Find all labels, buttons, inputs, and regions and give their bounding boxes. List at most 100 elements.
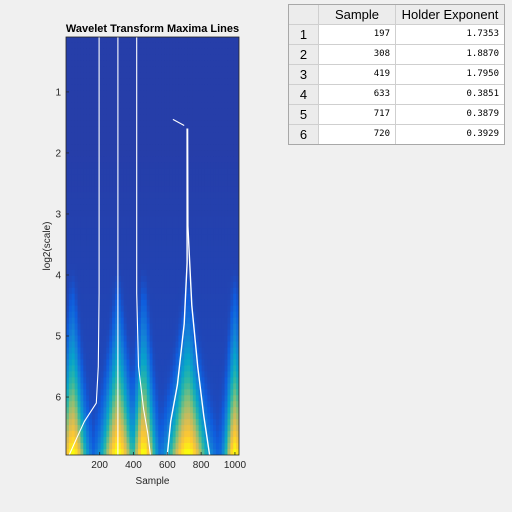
heatmap-cell	[120, 138, 125, 146]
table-row[interactable]: 4 633 0.3851	[289, 85, 504, 105]
heatmap-cell	[227, 144, 231, 152]
heatmap-cell	[187, 144, 191, 152]
heatmap-cell	[158, 54, 162, 62]
heatmap-cell	[224, 240, 229, 247]
heatmap-cell	[227, 168, 231, 175]
heatmap-cell	[138, 246, 142, 253]
heatmap-cell	[86, 353, 90, 361]
heatmap-cell	[129, 437, 133, 444]
row-header[interactable]: 1	[289, 25, 319, 44]
heatmap-cell	[140, 281, 145, 289]
heatmap-cell	[175, 323, 180, 331]
heatmap-cell	[103, 287, 107, 295]
sample-cell[interactable]: 197	[319, 25, 396, 44]
heatmap-cell	[94, 192, 99, 199]
table-row[interactable]: 1 197 1.7353	[289, 25, 504, 45]
holder-cell[interactable]: 1.7353	[466, 29, 499, 39]
heatmap-cell	[187, 126, 191, 134]
heatmap-cell	[169, 54, 174, 62]
heatmap-cell	[178, 216, 182, 223]
heatmap-cell	[89, 263, 93, 271]
row-header[interactable]: 4	[289, 85, 319, 104]
heatmap-cell	[204, 246, 208, 253]
holder-cell[interactable]: 1.7950	[466, 69, 499, 79]
heatmap-cell	[213, 293, 217, 301]
table-row[interactable]: 6 720 0.3929	[289, 125, 504, 144]
heatmap-cell	[138, 359, 142, 367]
heatmap-cell	[198, 317, 203, 325]
heatmap-cell	[192, 293, 197, 301]
heatmap-cell	[172, 293, 177, 301]
heatmap-cell	[178, 281, 182, 289]
heatmap-cell	[204, 234, 208, 241]
column-header-holder-exponent[interactable]: Holder Exponent	[396, 5, 504, 24]
heatmap-cell	[94, 78, 99, 86]
sample-cell[interactable]: 633	[319, 85, 396, 104]
sample-cell[interactable]: 308	[319, 45, 396, 64]
heatmap-cell	[236, 257, 239, 265]
row-header[interactable]: 5	[289, 105, 319, 124]
heatmap-cell	[189, 60, 194, 68]
heatmap-cell	[215, 114, 220, 122]
heatmap-cell	[71, 317, 76, 325]
heatmap-cell	[112, 168, 116, 175]
holder-cell[interactable]: 1.8870	[466, 49, 499, 59]
heatmap-cell	[230, 299, 234, 307]
heatmap-cell	[109, 168, 113, 175]
heatmap-cell	[201, 42, 205, 50]
holder-exponent-table[interactable]: Sample Holder Exponent 1 197 1.7353 2 30…	[288, 4, 505, 145]
sample-cell[interactable]: 717	[319, 105, 396, 124]
heatmap-cell	[236, 335, 239, 343]
heatmap-cell	[233, 186, 237, 193]
heatmap-cell	[227, 431, 231, 438]
heatmap-cell	[132, 156, 136, 163]
holder-cell[interactable]: 0.3929	[466, 129, 499, 139]
heatmap-cell	[140, 132, 145, 140]
heatmap-cell	[152, 275, 156, 283]
heatmap-cell	[221, 102, 226, 110]
table-row[interactable]: 5 717 0.3879	[289, 105, 504, 125]
heatmap-cell	[86, 72, 90, 80]
heatmap-cell	[169, 311, 174, 319]
heatmap-cell	[178, 269, 182, 277]
heatmap-cell	[117, 84, 122, 92]
heatmap-cell	[181, 246, 185, 253]
holder-cell[interactable]: 0.3851	[466, 89, 499, 99]
heatmap-cell	[215, 299, 220, 307]
heatmap-cell	[233, 144, 237, 152]
heatmap-cell	[83, 335, 87, 343]
heatmap-cell	[230, 246, 234, 253]
heatmap-cell	[126, 311, 131, 319]
heatmap-cell	[210, 383, 214, 390]
heatmap-cell	[224, 389, 229, 396]
heatmap-cell	[126, 263, 131, 271]
heatmap-cell	[74, 389, 79, 396]
heatmap-cell	[210, 37, 214, 44]
heatmap-cell	[224, 210, 229, 217]
heatmap-cell	[184, 341, 188, 349]
heatmap-cell	[91, 186, 96, 193]
table-row[interactable]: 3 419 1.7950	[289, 65, 504, 85]
heatmap-cell	[224, 329, 229, 337]
heatmap-cell	[83, 371, 87, 378]
heatmap-cell	[123, 210, 128, 217]
heatmap-cell	[230, 156, 234, 163]
heatmap-cell	[224, 299, 229, 307]
heatmap-cell	[132, 174, 136, 181]
heatmap-cell	[207, 102, 211, 110]
heatmap-cell	[146, 419, 151, 426]
column-header-sample[interactable]: Sample	[319, 5, 396, 24]
row-header[interactable]: 2	[289, 45, 319, 64]
sample-cell[interactable]: 419	[319, 65, 396, 84]
heatmap-cell	[86, 96, 90, 104]
table-row[interactable]: 2 308 1.8870	[289, 45, 504, 65]
heatmap-cell	[158, 246, 162, 253]
row-header[interactable]: 6	[289, 125, 319, 144]
heatmap-cell	[178, 180, 182, 187]
heatmap-cell	[161, 257, 165, 265]
sample-cell[interactable]: 720	[319, 125, 396, 144]
row-header[interactable]: 3	[289, 65, 319, 84]
heatmap-cell	[236, 425, 239, 432]
heatmap-cell	[68, 281, 73, 289]
holder-cell[interactable]: 0.3879	[466, 109, 499, 119]
